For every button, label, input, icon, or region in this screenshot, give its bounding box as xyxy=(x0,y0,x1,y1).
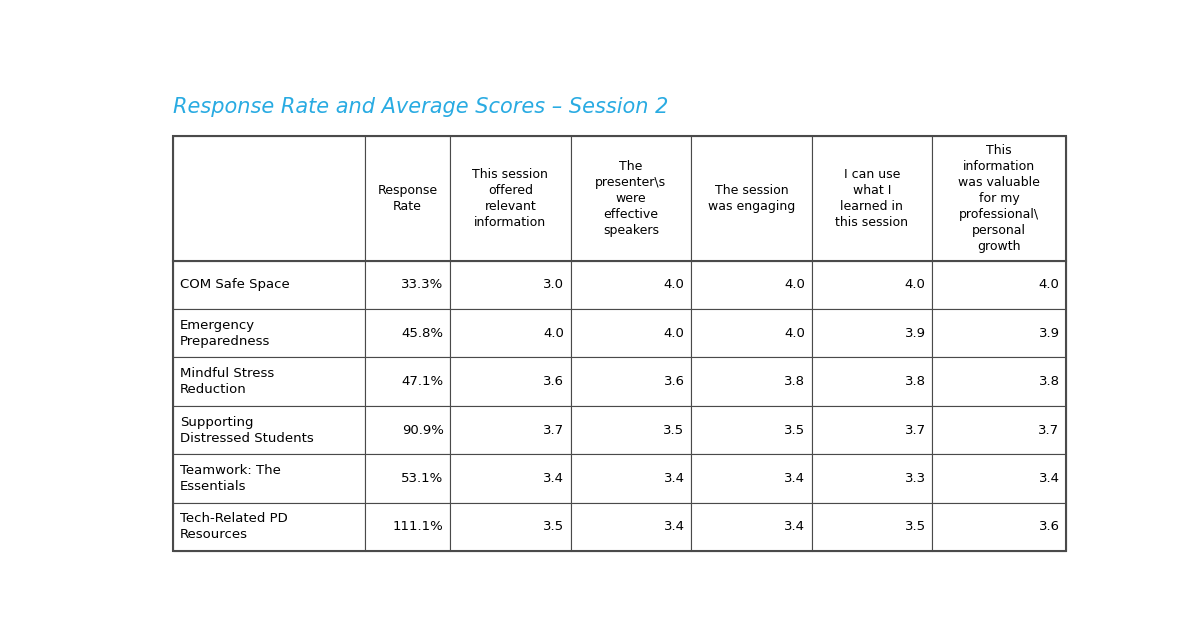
Text: Supporting
Distressed Students: Supporting Distressed Students xyxy=(180,416,313,445)
Text: 4.0: 4.0 xyxy=(664,278,684,291)
Text: 47.1%: 47.1% xyxy=(401,375,444,388)
Bar xyxy=(365,406,450,454)
Text: Response Rate and Average Scores – Session 2: Response Rate and Average Scores – Sessi… xyxy=(173,98,668,117)
Text: Response
Rate: Response Rate xyxy=(378,184,438,213)
Bar xyxy=(365,503,450,551)
Text: Teamwork: The
Essentials: Teamwork: The Essentials xyxy=(180,464,281,493)
Text: 3.5: 3.5 xyxy=(542,520,564,534)
Text: 3.8: 3.8 xyxy=(905,375,925,388)
Bar xyxy=(365,261,450,309)
Text: 3.7: 3.7 xyxy=(1038,423,1060,437)
Text: I can use
what I
learned in
this session: I can use what I learned in this session xyxy=(835,168,908,229)
Text: 3.6: 3.6 xyxy=(544,375,564,388)
Text: Mindful Stress
Reduction: Mindful Stress Reduction xyxy=(180,367,274,396)
Text: 3.9: 3.9 xyxy=(1038,327,1060,340)
Text: 4.0: 4.0 xyxy=(905,278,925,291)
Text: 4.0: 4.0 xyxy=(785,327,805,340)
Text: 111.1%: 111.1% xyxy=(392,520,444,534)
Text: 53.1%: 53.1% xyxy=(401,472,444,485)
Text: 3.4: 3.4 xyxy=(784,520,805,534)
Text: This
information
was valuable
for my
professional\
personal
growth: This information was valuable for my pro… xyxy=(958,144,1040,253)
Text: The
presenter\s
were
effective
speakers: The presenter\s were effective speakers xyxy=(595,160,666,237)
Bar xyxy=(365,309,450,357)
Text: 4.0: 4.0 xyxy=(1039,278,1060,291)
Text: 3.9: 3.9 xyxy=(905,327,925,340)
Text: 3.4: 3.4 xyxy=(544,472,564,485)
Text: 4.0: 4.0 xyxy=(785,278,805,291)
Text: This session
offered
relevant
information: This session offered relevant informatio… xyxy=(473,168,548,229)
Bar xyxy=(365,136,450,261)
Text: 3.7: 3.7 xyxy=(905,423,925,437)
Text: 3.8: 3.8 xyxy=(784,375,805,388)
Text: 3.0: 3.0 xyxy=(544,278,564,291)
Bar xyxy=(365,454,450,503)
Text: The session
was engaging: The session was engaging xyxy=(708,184,794,213)
Text: Emergency
Preparedness: Emergency Preparedness xyxy=(180,319,270,348)
Text: 45.8%: 45.8% xyxy=(402,327,444,340)
Text: 3.5: 3.5 xyxy=(784,423,805,437)
Text: Tech-Related PD
Resources: Tech-Related PD Resources xyxy=(180,512,288,541)
Text: 3.6: 3.6 xyxy=(664,375,684,388)
Text: 3.8: 3.8 xyxy=(1038,375,1060,388)
Text: 4.0: 4.0 xyxy=(544,327,564,340)
Text: 4.0: 4.0 xyxy=(664,327,684,340)
Text: COM Safe Space: COM Safe Space xyxy=(180,278,289,291)
Text: 3.4: 3.4 xyxy=(784,472,805,485)
Text: 33.3%: 33.3% xyxy=(401,278,444,291)
Text: 3.4: 3.4 xyxy=(1038,472,1060,485)
Text: 3.4: 3.4 xyxy=(664,472,684,485)
Text: 3.3: 3.3 xyxy=(905,472,925,485)
Text: 3.5: 3.5 xyxy=(664,423,684,437)
Text: 3.6: 3.6 xyxy=(1038,520,1060,534)
Text: 90.9%: 90.9% xyxy=(402,423,444,437)
Text: 3.7: 3.7 xyxy=(542,423,564,437)
Text: 3.4: 3.4 xyxy=(664,520,684,534)
Text: 3.5: 3.5 xyxy=(905,520,925,534)
Bar xyxy=(365,357,450,406)
